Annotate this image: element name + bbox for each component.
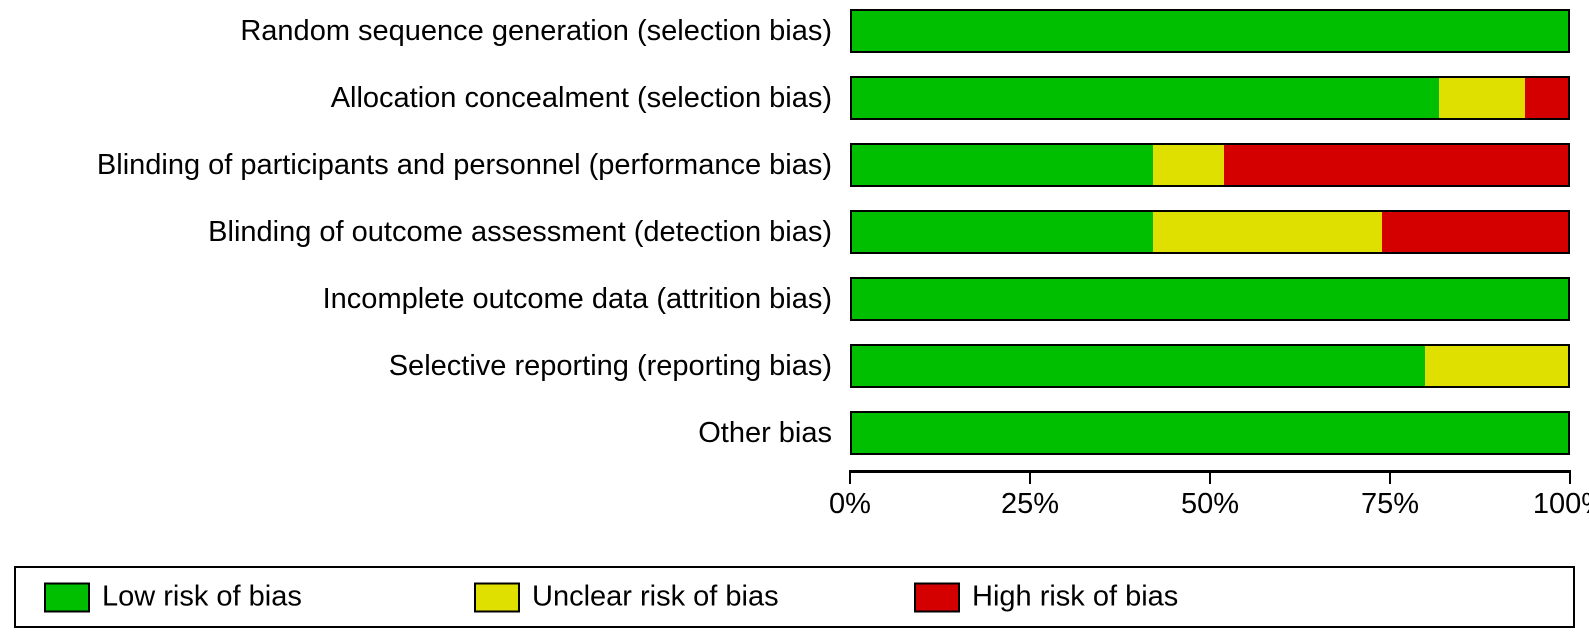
bar bbox=[850, 411, 1570, 455]
chart-row: Incomplete outcome data (attrition bias) bbox=[0, 270, 1589, 328]
bar bbox=[850, 76, 1570, 120]
row-label: Random sequence generation (selection bi… bbox=[0, 15, 850, 48]
axis-tick bbox=[849, 470, 852, 484]
chart-rows: Random sequence generation (selection bi… bbox=[0, 2, 1589, 471]
bar-segment-high bbox=[1224, 145, 1568, 185]
chart-row: Allocation concealment (selection bias) bbox=[0, 69, 1589, 127]
row-label: Other bias bbox=[0, 417, 850, 450]
chart-row: Random sequence generation (selection bi… bbox=[0, 2, 1589, 60]
bar-segment-low bbox=[852, 78, 1439, 118]
bar bbox=[850, 344, 1570, 388]
legend-item-unclear: Unclear risk of bias bbox=[474, 581, 779, 614]
bar-segment-unclear bbox=[1153, 145, 1225, 185]
legend-swatch bbox=[474, 582, 520, 612]
legend-item-low: Low risk of bias bbox=[44, 581, 302, 614]
bar bbox=[850, 210, 1570, 254]
axis-tick bbox=[1569, 470, 1572, 484]
chart-row: Selective reporting (reporting bias) bbox=[0, 337, 1589, 395]
bar-segment-low bbox=[852, 212, 1153, 252]
legend: Low risk of bias Unclear risk of bias High… bbox=[14, 566, 1575, 628]
row-label: Allocation concealment (selection bias) bbox=[0, 82, 850, 115]
axis-tick bbox=[1389, 470, 1392, 484]
row-label: Selective reporting (reporting bias) bbox=[0, 350, 850, 383]
axis-tick-label: 50% bbox=[1181, 488, 1239, 521]
legend-label: Unclear risk of bias bbox=[532, 581, 779, 614]
axis-tick bbox=[1029, 470, 1032, 484]
row-label: Blinding of participants and personnel (… bbox=[0, 149, 850, 182]
legend-label: High risk of bias bbox=[972, 581, 1178, 614]
legend-label: Low risk of bias bbox=[102, 581, 302, 614]
bar bbox=[850, 143, 1570, 187]
axis-tick bbox=[1209, 470, 1212, 484]
risk-of-bias-chart: Random sequence generation (selection bi… bbox=[0, 0, 1589, 642]
row-label: Incomplete outcome data (attrition bias) bbox=[0, 283, 850, 316]
bar-segment-low bbox=[852, 346, 1425, 386]
bar-segment-low bbox=[852, 413, 1568, 453]
bar-segment-unclear bbox=[1153, 212, 1382, 252]
row-label: Blinding of outcome assessment (detectio… bbox=[0, 216, 850, 249]
bar-segment-low bbox=[852, 279, 1568, 319]
legend-item-high: High risk of bias bbox=[914, 581, 1178, 614]
bar-segment-high bbox=[1525, 78, 1568, 118]
bar-segment-low bbox=[852, 11, 1568, 51]
axis-tick-label: 100% bbox=[1533, 488, 1589, 521]
bar-segment-high bbox=[1382, 212, 1568, 252]
legend-swatch bbox=[44, 582, 90, 612]
axis-tick-label: 25% bbox=[1001, 488, 1059, 521]
chart-row: Other bias bbox=[0, 404, 1589, 462]
bar-segment-unclear bbox=[1425, 346, 1568, 386]
chart-row: Blinding of participants and personnel (… bbox=[0, 136, 1589, 194]
axis-tick-label: 0% bbox=[829, 488, 871, 521]
x-axis: 0%25%50%75%100% bbox=[850, 470, 1570, 530]
bar bbox=[850, 9, 1570, 53]
axis-tick-label: 75% bbox=[1361, 488, 1419, 521]
bar bbox=[850, 277, 1570, 321]
chart-row: Blinding of outcome assessment (detectio… bbox=[0, 203, 1589, 261]
bar-segment-low bbox=[852, 145, 1153, 185]
bar-segment-unclear bbox=[1439, 78, 1525, 118]
legend-swatch bbox=[914, 582, 960, 612]
